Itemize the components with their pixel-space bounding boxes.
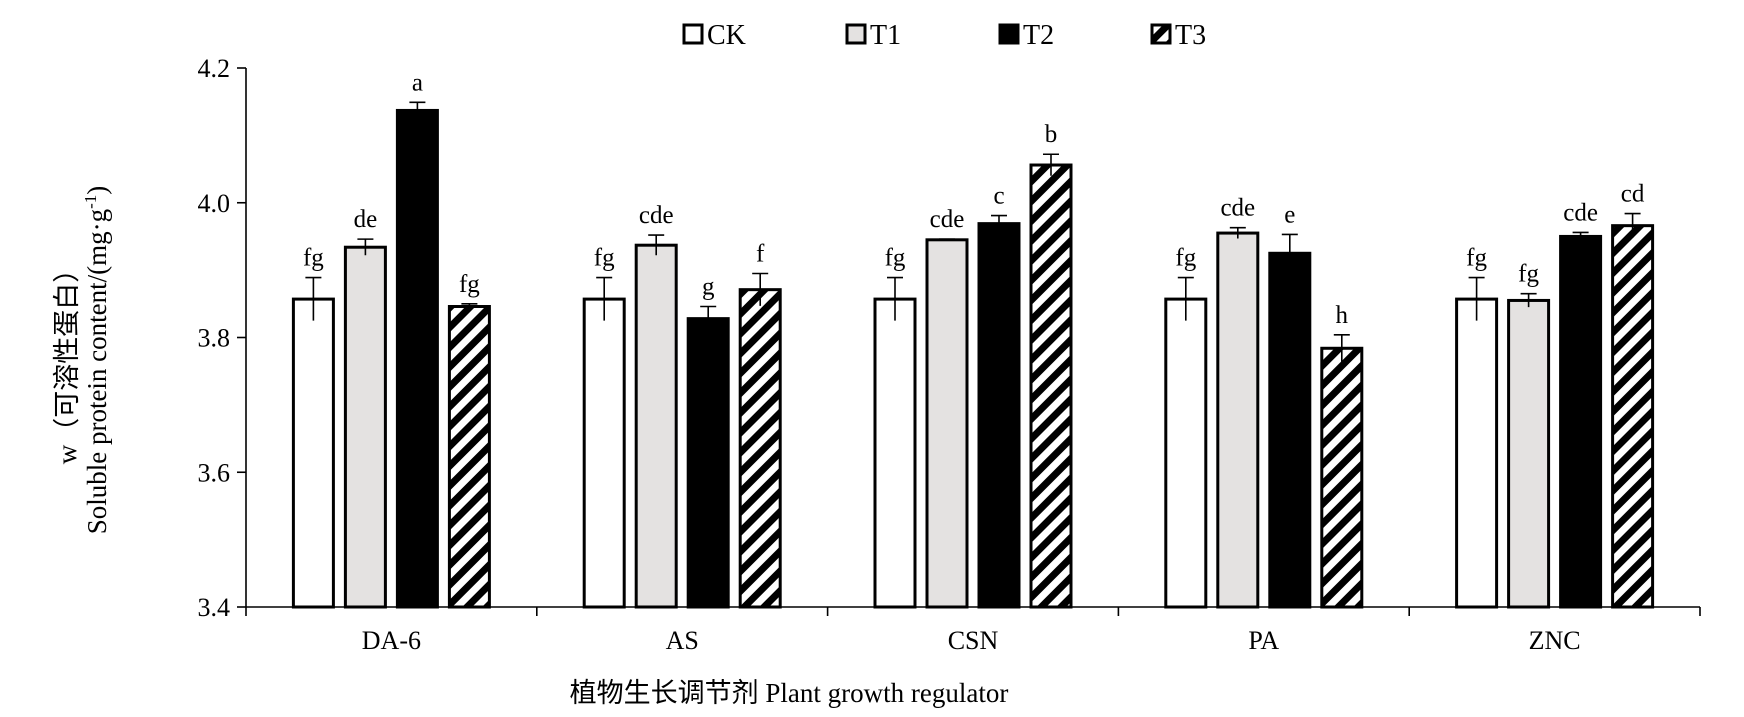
error-bar: [1177, 276, 1194, 321]
bar-t1-da-6: [343, 245, 387, 609]
x-category-label: CSN: [948, 626, 999, 655]
significance-label: fg: [1466, 245, 1487, 272]
legend-label-t3: T3: [1175, 20, 1206, 51]
error-bar: [461, 303, 478, 310]
legend-label-ck: CK: [707, 20, 746, 51]
error-bar: [596, 276, 613, 321]
x-category-label: ZNC: [1529, 626, 1581, 655]
significance-label: fg: [594, 245, 615, 272]
y-tick-label: 4.0: [198, 189, 231, 218]
legend-swatch-t2: [998, 23, 1020, 45]
significance-label: fg: [459, 271, 480, 298]
error-bar: [1468, 276, 1485, 321]
bar-t3-da-6: [447, 305, 491, 609]
significance-label: cd: [1621, 181, 1645, 208]
bar-t1-znc: [1507, 298, 1551, 609]
bar-ck-as: [582, 297, 626, 609]
bar-t3-csn: [1029, 163, 1073, 609]
error-bar: [409, 101, 426, 119]
bar-t3-pa: [1320, 346, 1364, 609]
significance-label: h: [1336, 302, 1349, 329]
bar-t3-znc: [1611, 224, 1655, 609]
significance-label: cde: [1220, 195, 1255, 222]
y-tick-label: 3.4: [198, 593, 231, 622]
y-tick-label: 4.2: [198, 54, 231, 83]
significance-label: c: [993, 183, 1004, 210]
error-bar: [357, 238, 374, 256]
error-bar: [305, 276, 322, 321]
error-bar: [1229, 226, 1246, 239]
error-bar: [991, 214, 1007, 232]
legend-label-t1: T1: [870, 20, 901, 51]
significance-label: f: [756, 240, 765, 267]
error-bar: [1043, 153, 1059, 176]
error-bar: [887, 276, 903, 321]
bar-t1-as: [634, 243, 678, 609]
bar-t1-pa: [1216, 231, 1260, 609]
significance-label: e: [1284, 201, 1295, 228]
significance-label: fg: [303, 245, 324, 272]
bar-t2-as: [686, 317, 730, 609]
bar-t2-pa: [1268, 251, 1312, 609]
y-tick-label: 3.8: [198, 324, 231, 353]
error-bar: [1572, 231, 1589, 241]
error-bar: [752, 272, 769, 306]
significance-label: fg: [885, 245, 906, 272]
y-axis-title-line1: w（可溶性蛋白）: [52, 256, 82, 465]
legend-swatch-t3: [1150, 23, 1172, 45]
significance-label: a: [412, 69, 423, 96]
legend-swatch-t1: [845, 23, 867, 45]
x-axis-title: 植物生长调节剂 Plant growth regulator: [570, 678, 1009, 708]
x-category-label: PA: [1248, 626, 1279, 655]
legend-swatch-ck: [682, 23, 704, 45]
bar-ck-znc: [1455, 297, 1499, 609]
axes: 3.4 3.6 3.8 4.0 4.2 DA-6 AS CSN PA ZNC: [198, 54, 1701, 655]
legend-label-t2: T2: [1023, 20, 1054, 51]
significance-label: fg: [1175, 245, 1196, 272]
error-bar: [1624, 212, 1641, 238]
bar-t1-csn: [925, 238, 969, 609]
error-bar: [700, 305, 717, 331]
significance-label: cde: [639, 202, 674, 229]
legend: CK T1 T2 T3: [682, 20, 1206, 51]
significance-label: de: [354, 206, 378, 233]
significance-label: b: [1045, 121, 1058, 148]
y-tick-label: 3.6: [198, 458, 231, 487]
error-bar: [939, 238, 955, 241]
bar-t2-da-6: [395, 108, 439, 609]
error-bar: [1520, 292, 1537, 308]
error-bar: [648, 234, 665, 256]
y-axis-title-line2: Soluble protein content/(mg·g-1): [81, 186, 112, 535]
bar-t2-csn: [977, 222, 1021, 609]
bar-ck-csn: [873, 297, 917, 609]
error-bar: [1281, 233, 1298, 273]
bar-ck-da-6: [291, 297, 335, 609]
error-bar: [1333, 334, 1350, 362]
x-category-label: DA-6: [362, 626, 421, 655]
bar-t3-as: [738, 288, 782, 609]
bar-t2-znc: [1559, 234, 1603, 609]
significance-label: cde: [930, 206, 965, 233]
significance-label: cde: [1563, 199, 1598, 226]
significance-label: g: [702, 274, 715, 301]
bar-ck-pa: [1164, 297, 1208, 609]
significance-label: fg: [1518, 261, 1539, 288]
y-axis-title: w（可溶性蛋白） Soluble protein content/(mg·g-1…: [52, 186, 112, 535]
x-category-label: AS: [666, 626, 699, 655]
